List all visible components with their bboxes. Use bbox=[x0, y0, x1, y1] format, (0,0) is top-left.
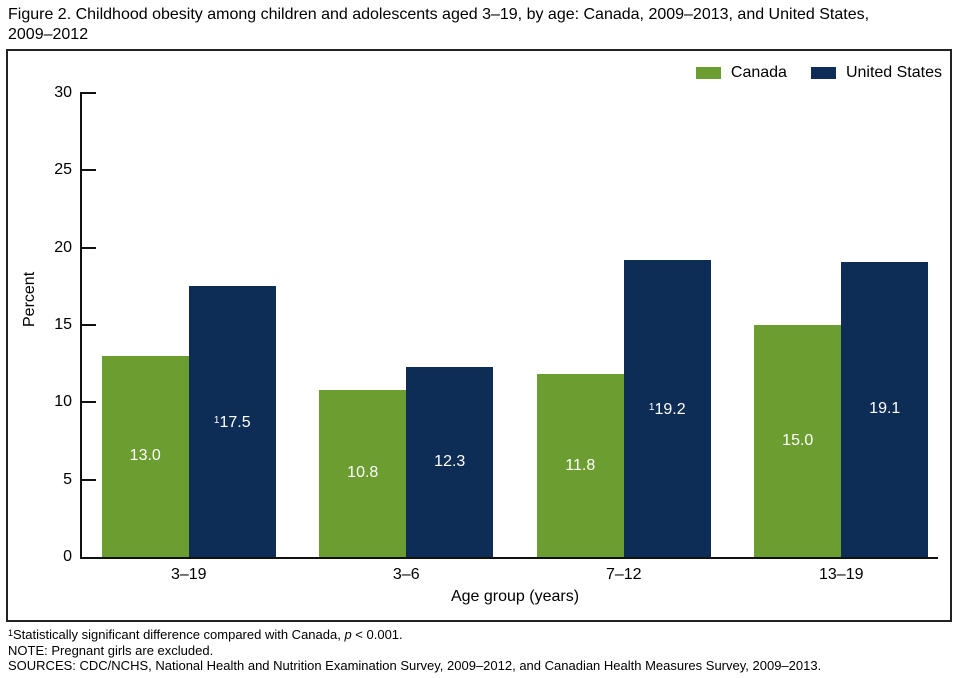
legend-item-united-states: United States bbox=[810, 64, 942, 82]
figure-title: Figure 2. Childhood obesity among childr… bbox=[8, 5, 956, 44]
legend-swatch-icon bbox=[695, 67, 721, 79]
plot-area: Percent Age group (years) Canada United S… bbox=[8, 51, 950, 620]
bar-value-label: 11.8 bbox=[565, 456, 596, 474]
y-axis-tick bbox=[80, 478, 96, 481]
bar-united-states: 117.5 bbox=[188, 286, 276, 557]
bar-canada: 13.0 bbox=[101, 355, 189, 557]
y-axis-tick-label: 5 bbox=[63, 470, 72, 488]
legend-item-canada: Canada bbox=[695, 64, 787, 82]
legend-label: Canada bbox=[730, 64, 787, 81]
legend: Canada United States bbox=[695, 64, 942, 82]
y-axis-tick bbox=[80, 169, 96, 172]
bar-united-states: 119.2 bbox=[623, 260, 711, 557]
bar-united-states: 12.3 bbox=[406, 366, 494, 557]
y-axis-tick-label: 15 bbox=[54, 316, 72, 333]
y-axis-tick-label: 10 bbox=[54, 393, 72, 411]
significance-flag: 1 bbox=[213, 414, 220, 426]
figure-title-line1: Figure 2. Childhood obesity among childr… bbox=[8, 6, 870, 23]
bar-value-label: 119.2 bbox=[648, 400, 686, 418]
y-axis-tick-label: 0 bbox=[63, 548, 72, 565]
bar-value-label: 19.1 bbox=[869, 400, 901, 418]
footnote-significance: 1Statistically significant difference co… bbox=[8, 627, 403, 642]
x-axis-category-label: 3–6 bbox=[392, 566, 420, 583]
figure-title-line2: 2009–2012 bbox=[8, 25, 89, 43]
bar-value-label: 12.3 bbox=[434, 452, 466, 470]
legend-swatch-icon bbox=[810, 67, 836, 79]
x-axis-line bbox=[80, 557, 938, 559]
y-axis-tick bbox=[80, 401, 96, 404]
footnote-sources: SOURCES: CDC/NCHS, National Health and N… bbox=[8, 658, 822, 673]
y-axis-tick bbox=[80, 324, 96, 326]
x-axis-category-label: 13–19 bbox=[819, 566, 864, 583]
bar-value-label: 13.0 bbox=[129, 447, 161, 465]
footnote-superscript: 1 bbox=[8, 628, 14, 638]
bar-value-label: 15.0 bbox=[782, 432, 814, 449]
y-axis-tick-label: 30 bbox=[54, 84, 72, 101]
bar-value-label: 117.5 bbox=[213, 413, 251, 431]
bar-canada: 10.8 bbox=[319, 389, 407, 557]
y-axis-tick-label: 20 bbox=[54, 238, 72, 256]
bar-value-label: 10.8 bbox=[347, 464, 379, 482]
y-axis-line bbox=[80, 93, 82, 559]
y-axis-tick-label: 25 bbox=[54, 161, 72, 179]
bar-canada: 15.0 bbox=[754, 325, 842, 557]
footnote-note: NOTE: Pregnant girls are excluded. bbox=[8, 642, 214, 658]
significance-flag: 1 bbox=[648, 401, 655, 413]
x-axis-category-label: 3–19 bbox=[170, 566, 207, 583]
y-axis-tick bbox=[80, 246, 96, 249]
legend-label: United States bbox=[845, 64, 942, 81]
bar-canada: 11.8 bbox=[536, 374, 624, 557]
bar-united-states: 19.1 bbox=[841, 261, 929, 557]
footnotes: 1Statistically significant difference co… bbox=[8, 626, 956, 674]
chart-frame: Percent Age group (years) Canada United S… bbox=[6, 49, 952, 622]
y-axis-tick bbox=[80, 92, 96, 94]
x-axis-title: Age group (years) bbox=[450, 588, 580, 605]
x-axis-category-label: 7–12 bbox=[605, 566, 642, 583]
